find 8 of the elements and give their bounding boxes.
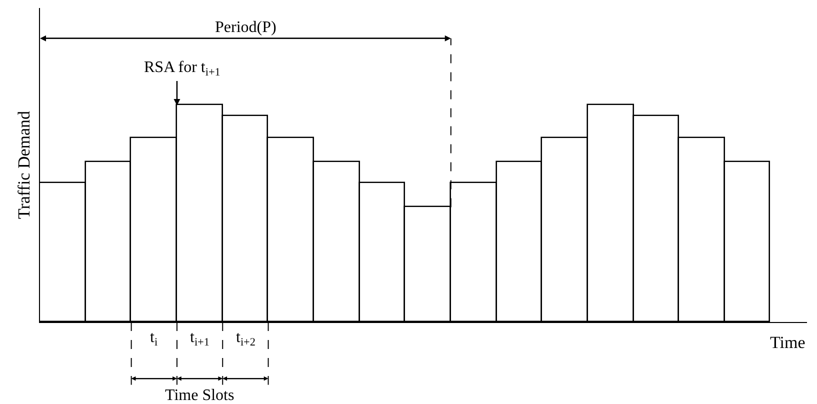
text: t$_{i+2}$ [236, 329, 256, 348]
text: RSA for t$_{i+1}$ [144, 59, 220, 78]
text: t$_{i+1}$ [190, 329, 210, 348]
y-axis-title: Traffic Demand [14, 110, 34, 220]
text: Time Slots [165, 387, 234, 404]
x-axis-title: Time [770, 333, 806, 352]
text: Period(P) [215, 19, 276, 36]
text: t$_{i}$ [150, 329, 158, 348]
